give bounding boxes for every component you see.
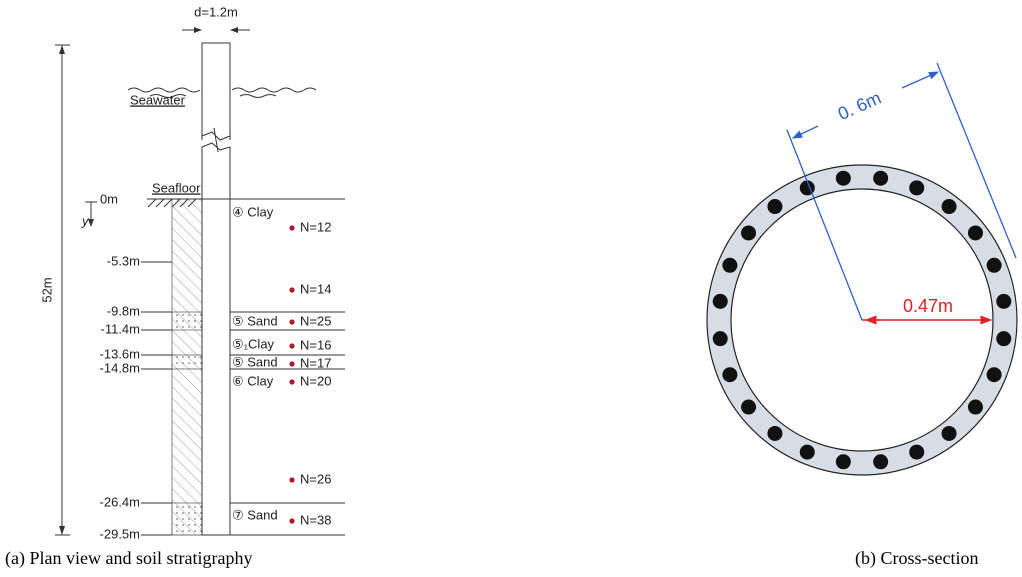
depth-label: 0m <box>100 191 118 206</box>
rebar <box>800 445 815 460</box>
rebar <box>722 258 737 273</box>
depth-label: -5.3m <box>107 253 140 268</box>
inner-dim-label: 0.47m <box>903 296 953 316</box>
dim-arrow <box>793 126 818 138</box>
caption: (b) Cross-section <box>855 548 978 569</box>
rebar <box>873 454 888 469</box>
spt-dot <box>289 225 294 230</box>
rebar <box>968 225 983 240</box>
spt-dot <box>289 343 294 348</box>
pile <box>202 43 230 535</box>
figure: d=1.2m 52m Seawater Seafloor y 0m -5.3m -9… <box>0 0 1022 577</box>
cross-section: 0. 6m 0.47m (b) Cross-section <box>707 63 1017 569</box>
total-length: 52m <box>39 277 54 302</box>
layer-label: ⑦ Sand <box>232 507 278 522</box>
spt-dot <box>289 287 294 292</box>
sand-layer <box>172 503 202 535</box>
rebar <box>942 199 957 214</box>
spt-label: N=26 <box>300 471 331 486</box>
spt-label: N=38 <box>300 512 331 527</box>
spt-label: N=16 <box>300 337 331 352</box>
rebar <box>767 199 782 214</box>
rebar <box>722 367 737 382</box>
depth-label: -14.8m <box>100 360 140 375</box>
spt-label: N=14 <box>300 281 331 296</box>
spt-dot <box>289 361 294 366</box>
pile-break <box>202 128 230 152</box>
layer-label: ⑥ Clay <box>232 373 274 388</box>
layer-label: ⑤₁Clay <box>232 336 275 351</box>
depth-label: -13.6m <box>100 346 140 361</box>
depth-label: -9.8m <box>107 303 140 318</box>
pile-diameter: d=1.2m <box>194 4 238 19</box>
length-dim <box>55 45 70 535</box>
spt-label: N=12 <box>300 219 331 234</box>
rebar <box>741 225 756 240</box>
rebar <box>836 454 851 469</box>
dim-arrow <box>902 72 938 88</box>
rebar <box>713 331 728 346</box>
depth-label: -11.4m <box>101 321 141 336</box>
rebar <box>767 426 782 441</box>
rebar <box>942 426 957 441</box>
rebar <box>909 180 924 195</box>
rebar <box>713 294 728 309</box>
caption: (a) Plan view and soil stratigraphy <box>5 548 252 569</box>
spt-dot <box>289 319 294 324</box>
seawater-label: Seawater <box>130 92 186 107</box>
layer-label: ⑤ Sand <box>232 313 278 328</box>
rebar <box>968 400 983 415</box>
rebar <box>909 445 924 460</box>
rebar <box>987 258 1002 273</box>
spt-label: N=20 <box>300 373 331 388</box>
rebar <box>873 171 888 186</box>
spt-label: N=17 <box>300 355 331 370</box>
spt-dot <box>289 477 294 482</box>
outer-dim-label: 0. 6m <box>835 88 884 125</box>
depth-label: -26.4m <box>100 494 140 509</box>
spt-label: N=25 <box>300 313 331 328</box>
seafloor-label: Seafloor <box>152 180 201 195</box>
spt-dot <box>289 518 294 523</box>
sand-layer <box>172 355 202 369</box>
rebar <box>836 171 851 186</box>
depth-label: -29.5m <box>100 526 140 541</box>
y-label: y <box>81 213 90 228</box>
sand-layer <box>172 312 202 330</box>
spt-dot <box>289 379 294 384</box>
rebar <box>996 294 1011 309</box>
layer-label: ⑤ Sand <box>232 354 278 369</box>
layer-label: ④ Clay <box>232 204 274 219</box>
rebar <box>987 367 1002 382</box>
plan-view: d=1.2m 52m Seawater Seafloor y 0m -5.3m -9… <box>5 4 345 569</box>
rebar <box>741 400 756 415</box>
rebar <box>996 331 1011 346</box>
